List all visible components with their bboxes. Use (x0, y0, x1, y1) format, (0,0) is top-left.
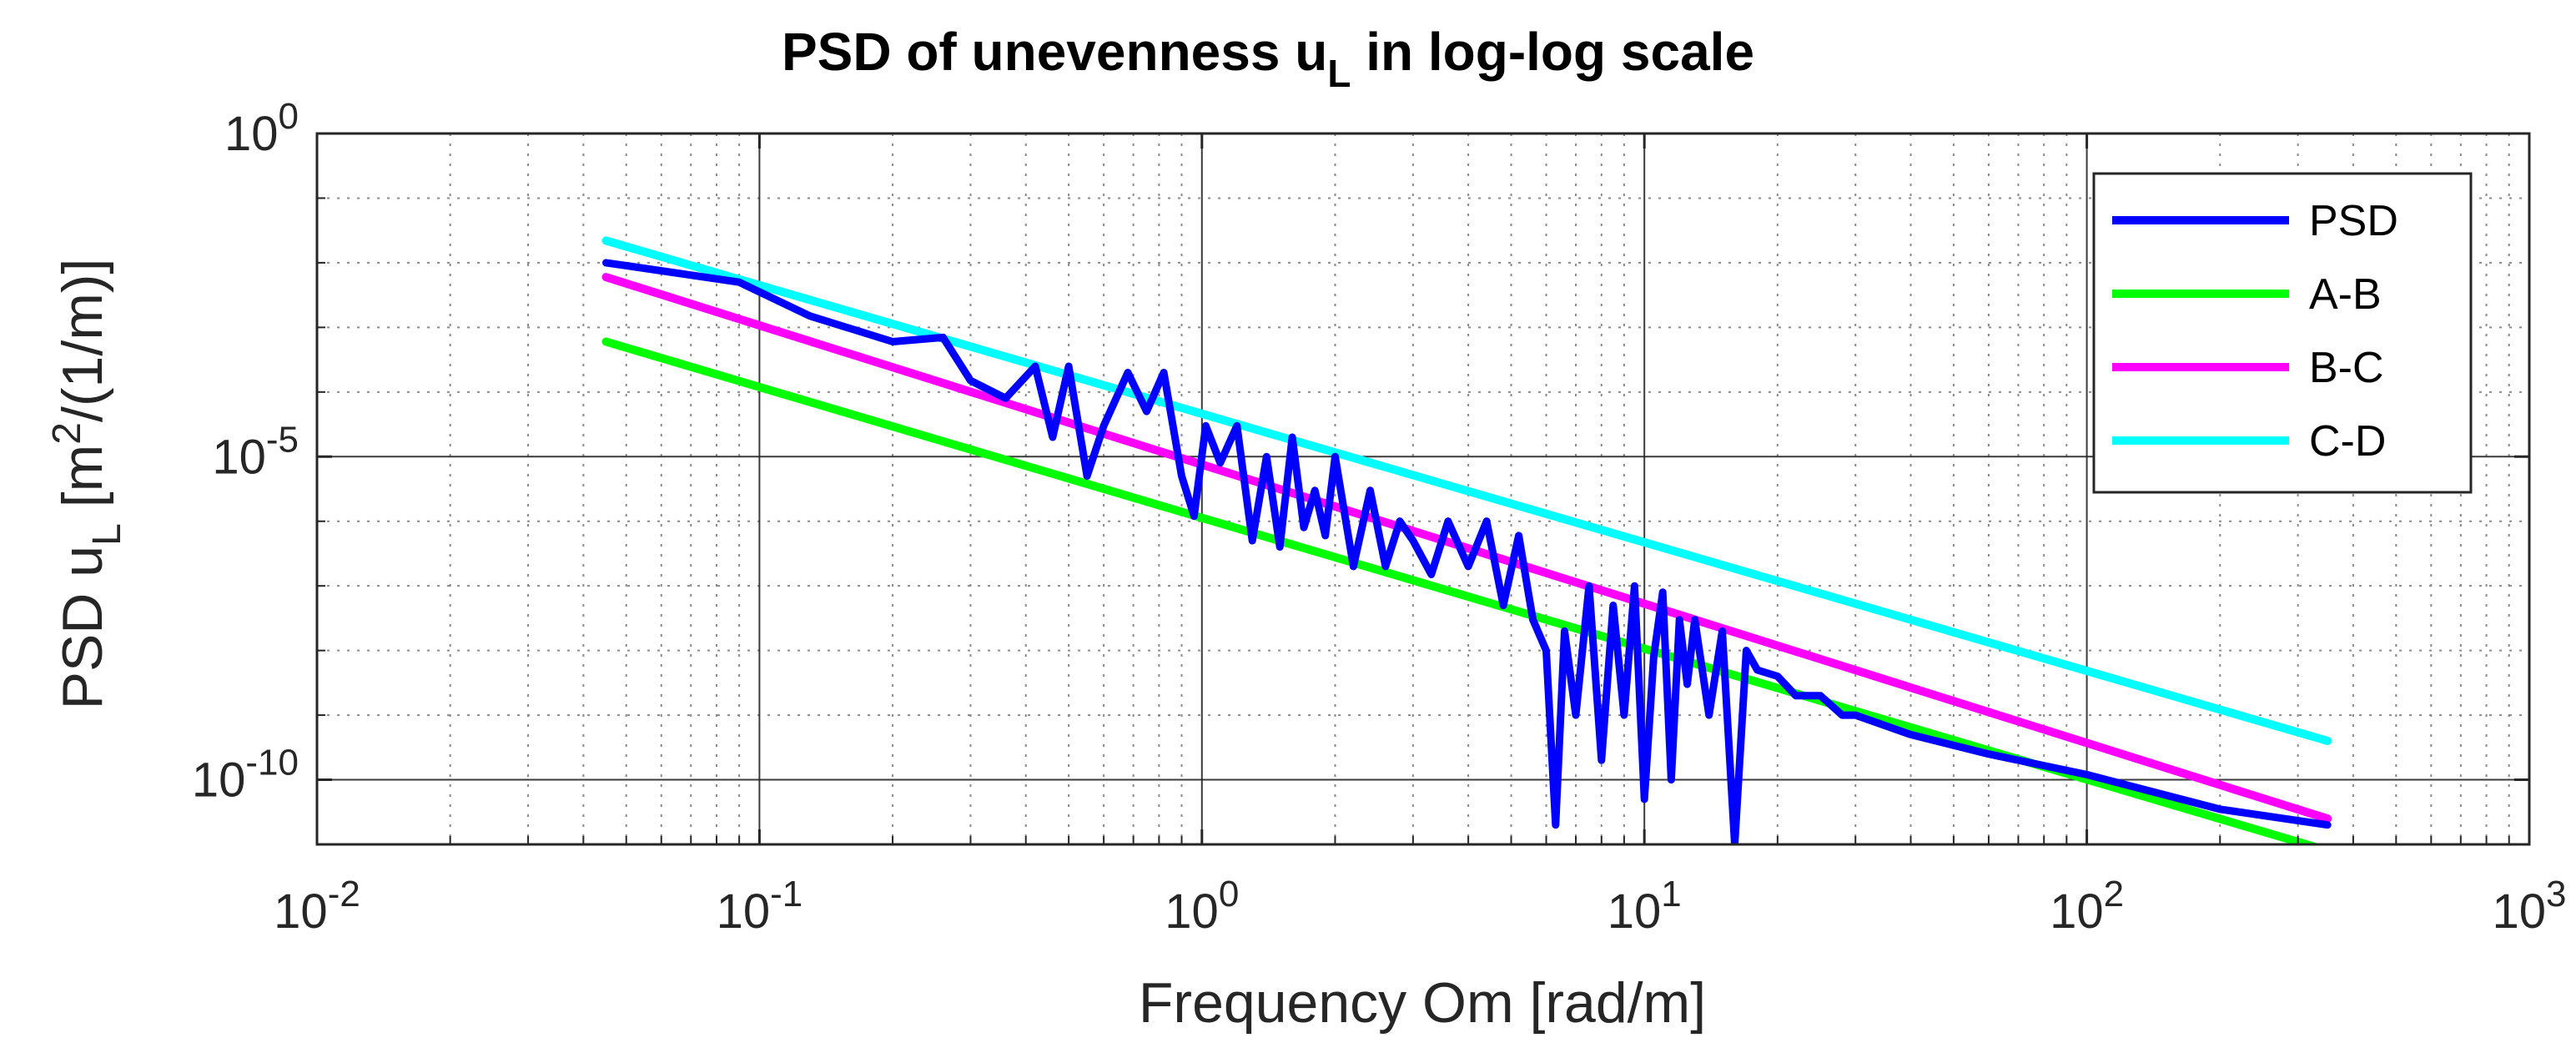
legend-label-b-c: B-C (2309, 344, 2384, 392)
series-layer (601, 236, 2332, 844)
tick-marks (315, 134, 2529, 845)
y-tick-label: 10-10 (192, 743, 299, 808)
series-line-c-d (601, 236, 2332, 745)
x-tick-label: 10-2 (274, 874, 360, 939)
axes-frame (315, 132, 2531, 846)
x-tick-labels: 10-2 10-1 100 101 102 103 (274, 874, 2566, 939)
legend-label-c-d: C-D (2309, 417, 2386, 466)
y-axis-label: PSD uL [m2/(1/m)] (45, 259, 129, 710)
x-tick-label: 102 (2050, 874, 2124, 939)
x-tick-label: 100 (1165, 874, 1239, 939)
x-tick-label: 103 (2493, 874, 2567, 939)
x-tick-label: 101 (1607, 874, 1682, 939)
series-line-psd (602, 259, 2332, 844)
legend: PSD A-B B-C C-D (2092, 172, 2473, 494)
legend-label-a-b: A-B (2309, 270, 2382, 319)
legend-label-psd: PSD (2309, 197, 2398, 245)
x-axis-label: Frequency Om [rad/m] (1139, 971, 1706, 1035)
x-tick-label: 10-1 (717, 874, 803, 939)
chart-title: PSD of unevenness uL in log-log scale (782, 22, 1754, 95)
y-tick-label: 10-5 (212, 419, 299, 484)
series-line-b-c (601, 273, 2332, 824)
y-tick-label: 100 (224, 96, 299, 161)
y-tick-labels: 10-10 10-5 100 (192, 96, 299, 808)
